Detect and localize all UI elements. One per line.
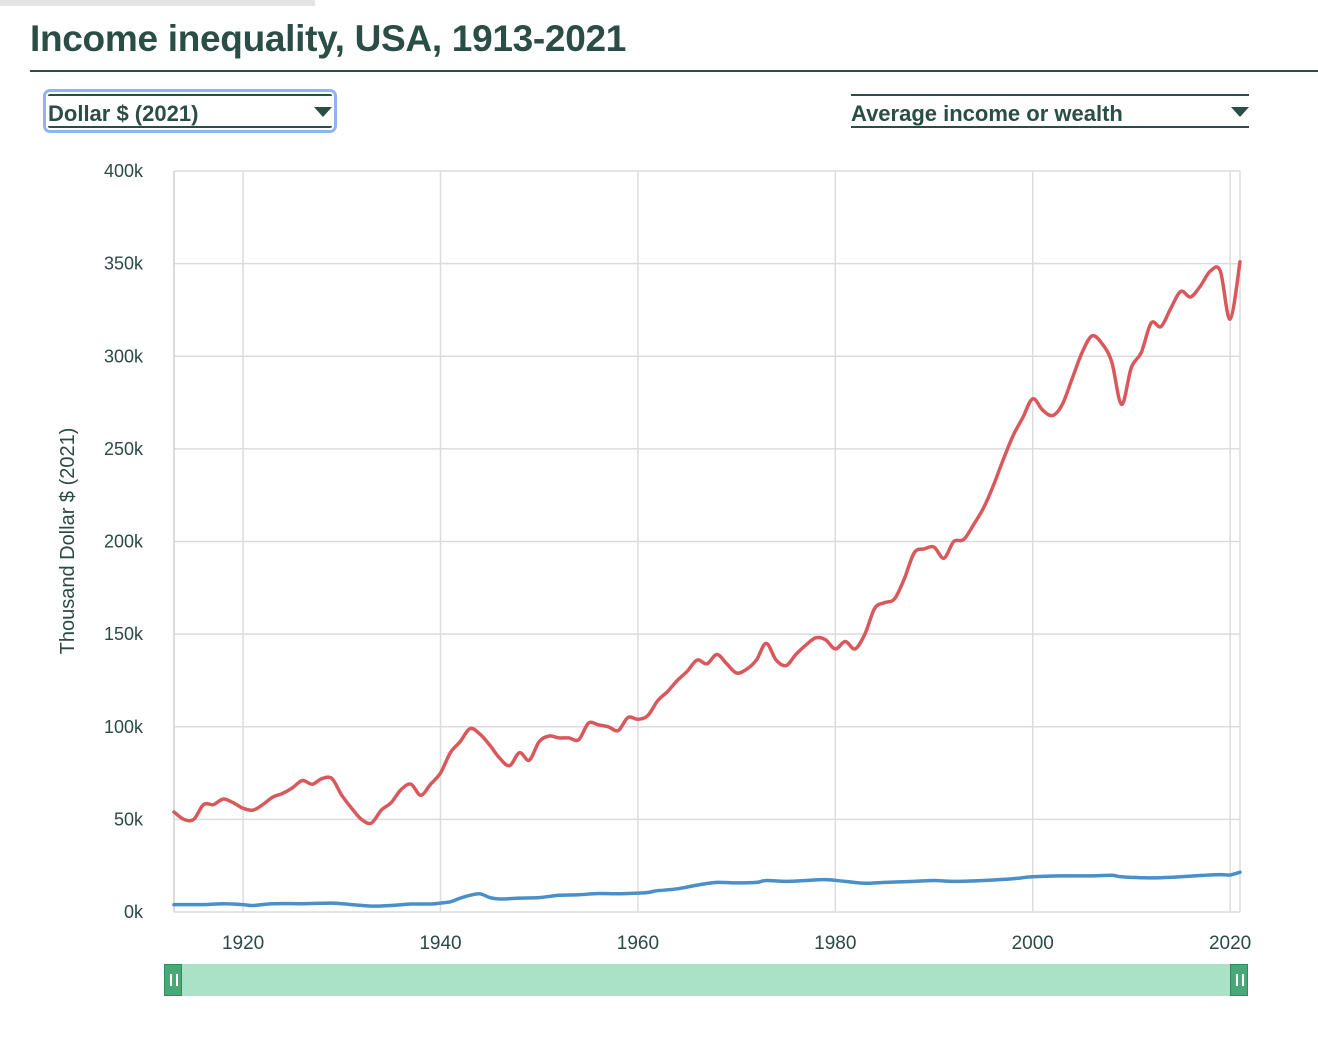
top-tab-strip xyxy=(0,0,315,6)
unit-select[interactable]: Dollar $ (2021) xyxy=(43,89,337,133)
triangle-down-icon xyxy=(1231,107,1249,117)
page-title: Income inequality, USA, 1913-2021 xyxy=(30,18,627,59)
y-tick-label: 0k xyxy=(124,902,144,922)
triangle-down-icon xyxy=(314,107,332,117)
x-axis-ticks: 1920 1940 1960 1980 2000 2020 xyxy=(222,933,1251,950)
measure-select-value: Average income or wealth xyxy=(851,101,1123,126)
x-tick-label: 1940 xyxy=(419,933,461,950)
unit-select-value: Dollar $ (2021) xyxy=(48,101,199,126)
x-tick-label: 2000 xyxy=(1012,933,1054,950)
y-tick-label: 250k xyxy=(104,439,144,459)
y-tick-label: 350k xyxy=(104,254,144,274)
chart-grid xyxy=(173,170,1241,913)
y-tick-label: 200k xyxy=(104,532,144,552)
series-line-2 xyxy=(172,870,1242,908)
x-tick-label: 1960 xyxy=(617,933,659,950)
y-tick-label: 100k xyxy=(104,717,144,737)
y-tick-label: 150k xyxy=(104,624,144,644)
y-axis-ticks: 0k 50k 100k 150k 200k 250k 300k 350k 400k xyxy=(104,161,144,922)
year-range-slider[interactable] xyxy=(164,964,1248,996)
range-end-handle[interactable] xyxy=(1230,964,1248,996)
y-axis-title: Thousand Dollar $ (2021) xyxy=(57,428,79,655)
y-tick-label: 300k xyxy=(104,346,144,366)
x-tick-label: 2020 xyxy=(1209,933,1251,950)
range-start-handle[interactable] xyxy=(164,964,182,996)
title-divider xyxy=(30,70,1318,72)
x-tick-label: 1920 xyxy=(222,933,264,950)
x-tick-label: 1980 xyxy=(814,933,856,950)
series-line-1 xyxy=(172,260,1242,826)
y-tick-label: 400k xyxy=(104,161,144,181)
chart-series xyxy=(172,260,1242,908)
y-tick-label: 50k xyxy=(114,809,144,829)
measure-select[interactable]: Average income or wealth xyxy=(851,94,1249,128)
